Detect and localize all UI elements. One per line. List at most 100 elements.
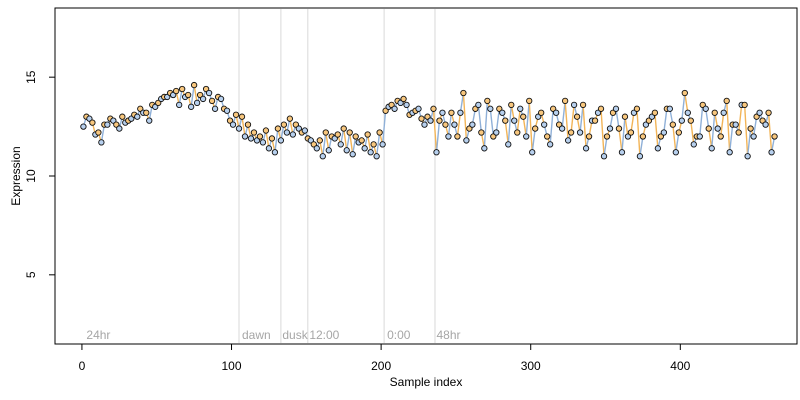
line-segment [579, 104, 584, 133]
data-point-orange [532, 125, 539, 132]
data-point-blue [475, 101, 482, 108]
line-segment [690, 120, 695, 145]
data-point-blue [702, 105, 709, 112]
line-segment [549, 108, 554, 145]
line-segment [705, 108, 710, 129]
data-point-orange [567, 129, 575, 136]
data-point-blue [570, 101, 578, 108]
line-segment [681, 92, 686, 121]
data-point-orange [454, 133, 461, 140]
data-point-orange [190, 81, 198, 89]
phase-label: dusk [282, 328, 308, 342]
data-point-blue [499, 109, 506, 116]
line-segment [477, 104, 483, 133]
data-point-blue [684, 109, 691, 116]
line-segment [343, 128, 348, 151]
line-segment [600, 108, 605, 157]
data-point-orange [687, 117, 694, 124]
line-segment [663, 108, 668, 133]
line-segment [483, 100, 489, 149]
data-point-blue [696, 133, 703, 140]
data-point-blue [379, 141, 386, 148]
data-point-blue [517, 105, 524, 112]
data-point-blue [762, 121, 769, 128]
data-point-orange [615, 125, 623, 132]
data-point-blue [756, 109, 763, 116]
phase-label: 12:00 [309, 328, 339, 342]
phase-label: 0:00 [387, 328, 411, 342]
line-segment [720, 112, 725, 137]
data-point-orange [119, 113, 126, 120]
data-point-blue [618, 149, 626, 156]
line-segment [516, 108, 521, 133]
data-point-orange [723, 97, 730, 105]
data-point-orange [173, 87, 180, 95]
data-point-blue [247, 135, 255, 142]
data-point-blue [80, 123, 87, 130]
data-point-blue [714, 125, 721, 132]
data-point-blue [552, 109, 560, 116]
x-axis: 0 100 200 300 400 [79, 343, 691, 373]
data-point-orange [669, 121, 676, 128]
data-point-blue [666, 105, 673, 112]
data-point-blue [361, 145, 368, 152]
data-point-orange [89, 119, 96, 126]
line-segment [654, 112, 659, 149]
data-point-blue [451, 121, 458, 128]
data-point-orange [603, 133, 611, 140]
data-point-blue [511, 117, 518, 124]
line-segment [708, 128, 713, 149]
data-point-orange [334, 131, 341, 138]
line-segment [375, 132, 381, 157]
data-point-orange [442, 121, 449, 128]
data-point-orange [538, 109, 545, 116]
data-point-orange [573, 113, 581, 120]
data-point-blue [463, 137, 470, 144]
data-point-blue [678, 117, 685, 124]
data-point-blue [636, 153, 644, 160]
data-point-orange [232, 111, 240, 118]
data-point-orange [448, 109, 455, 116]
data-point-blue [547, 141, 554, 148]
data-point-orange [579, 101, 587, 108]
data-point-orange [597, 105, 605, 112]
data-point-blue [391, 105, 398, 112]
data-point-blue [403, 101, 410, 108]
data-point-orange [364, 131, 371, 138]
line-segment [570, 104, 575, 133]
line-segment [752, 116, 758, 137]
data-point-blue [558, 125, 566, 132]
data-point-orange [520, 113, 527, 120]
data-point-orange [250, 129, 258, 136]
data-point-blue [265, 145, 273, 152]
data-point-orange [238, 113, 246, 120]
data-point-blue [421, 121, 428, 128]
data-point-blue [116, 125, 123, 132]
data-point-orange [639, 133, 647, 140]
y-axis: 5 10 15 [24, 70, 56, 278]
data-point-blue [193, 99, 201, 107]
phase-label: 48hr [436, 328, 460, 342]
data-point-blue [289, 131, 297, 138]
data-point-blue [319, 153, 326, 160]
line-segment [684, 92, 689, 113]
phase-labels: 24hr dawn dusk 12:00 0:00 48hr [86, 328, 460, 342]
line-segment [525, 100, 530, 137]
line-segment [743, 104, 749, 157]
y-tick-label: 10 [24, 169, 38, 183]
data-point-orange [508, 101, 515, 108]
data-point-orange [651, 109, 659, 116]
data-point-orange [346, 129, 353, 136]
data-point-blue [654, 145, 662, 152]
data-point-orange [526, 97, 533, 105]
data-point-blue [98, 139, 105, 146]
data-point-blue [439, 109, 446, 116]
line-segment [531, 128, 536, 153]
data-point-orange [681, 89, 688, 97]
data-point-blue [612, 105, 620, 112]
line-segment [615, 108, 620, 129]
data-point-blue [744, 153, 751, 160]
data-point-orange [418, 115, 425, 122]
data-point-blue [229, 121, 237, 128]
